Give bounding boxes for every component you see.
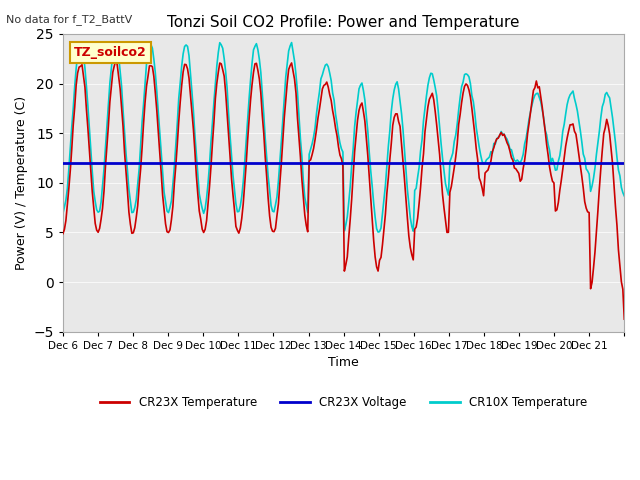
- Text: TZ_soilco2: TZ_soilco2: [74, 46, 147, 59]
- Y-axis label: Power (V) / Temperature (C): Power (V) / Temperature (C): [15, 96, 28, 270]
- Legend: CR23X Temperature, CR23X Voltage, CR10X Temperature: CR23X Temperature, CR23X Voltage, CR10X …: [95, 391, 593, 414]
- X-axis label: Time: Time: [328, 356, 359, 369]
- Title: Tonzi Soil CO2 Profile: Power and Temperature: Tonzi Soil CO2 Profile: Power and Temper…: [168, 15, 520, 30]
- Text: No data for f_T2_BattV: No data for f_T2_BattV: [6, 14, 132, 25]
